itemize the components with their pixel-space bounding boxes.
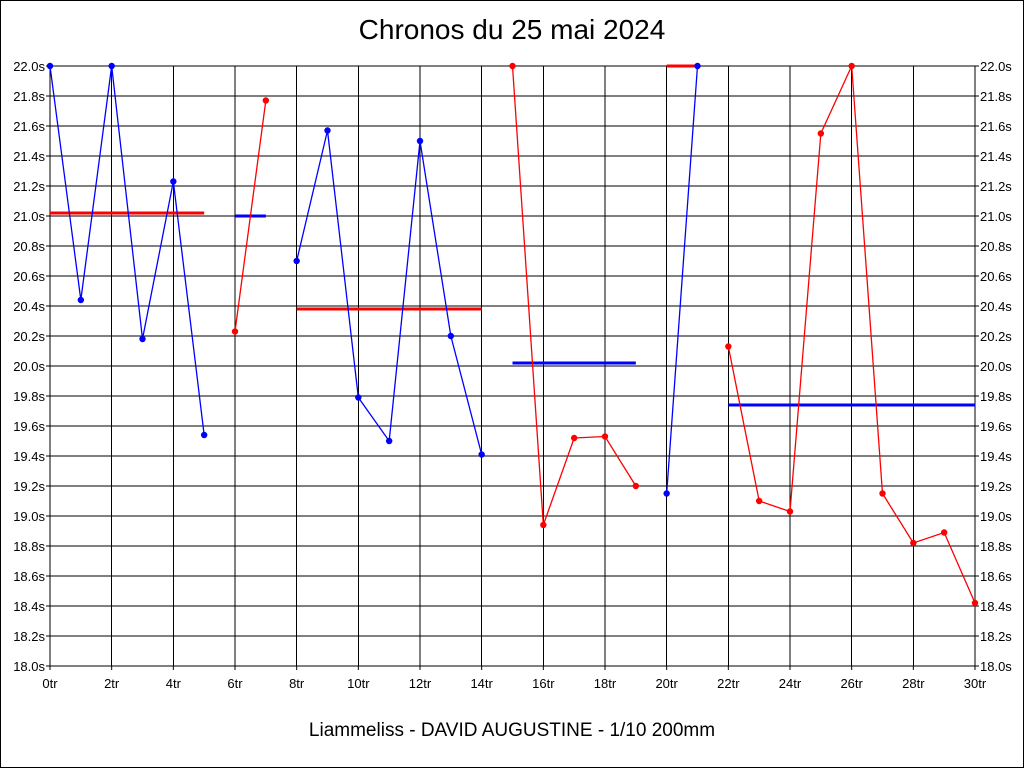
data-point: [231, 328, 239, 335]
x-tick-label: 30tr: [964, 676, 987, 691]
y-tick-label-right: 18.4s: [980, 599, 1012, 614]
y-tick-label-left: 20.6s: [13, 269, 45, 284]
y-tick-label-left: 19.0s: [13, 509, 45, 524]
data-point: [848, 62, 855, 70]
x-tick-label: 4tr: [166, 676, 182, 691]
y-tick-label-right: 19.8s: [980, 389, 1012, 404]
y-tick-label-right: 18.0s: [980, 659, 1012, 674]
x-tick-label: 20tr: [655, 676, 678, 691]
y-tick-label-right: 21.6s: [980, 119, 1012, 134]
x-tick-label: 12tr: [409, 676, 432, 691]
data-point: [632, 482, 640, 490]
data-point: [786, 508, 794, 515]
data-point: [971, 599, 979, 607]
data-point: [416, 137, 424, 145]
series-line: [296, 130, 483, 455]
series-line: [666, 65, 699, 494]
y-tick-label-left: 18.4s: [13, 599, 45, 614]
y-tick-label-left: 21.8s: [13, 89, 45, 104]
y-tick-label-left: 21.6s: [13, 119, 45, 134]
x-tick-label: 18tr: [594, 676, 617, 691]
data-point: [694, 62, 701, 70]
y-tick-label-left: 20.4s: [13, 299, 45, 314]
data-point: [940, 529, 948, 536]
y-tick-label-right: 18.8s: [980, 539, 1012, 554]
x-tick-label: 6tr: [227, 676, 243, 691]
data-point: [509, 62, 516, 70]
y-tick-label-right: 22.0s: [980, 59, 1012, 74]
data-point: [46, 62, 54, 70]
data-point: [139, 335, 146, 343]
y-tick-label-right: 21.8s: [980, 89, 1012, 104]
x-tick-label: 0tr: [42, 676, 58, 691]
x-tick-label: 22tr: [717, 676, 740, 691]
y-tick-label-left: 21.0s: [13, 209, 45, 224]
data-point: [540, 521, 547, 529]
x-tick-label: 26tr: [840, 676, 863, 691]
y-tick-label-right: 19.0s: [980, 509, 1012, 524]
y-tick-label-right: 19.2s: [980, 479, 1012, 494]
data-point: [879, 490, 886, 497]
x-tick-label: 16tr: [532, 676, 555, 691]
x-tick-label: 28tr: [902, 676, 925, 691]
y-tick-label-left: 20.0s: [13, 359, 45, 374]
data-point: [663, 490, 670, 497]
y-tick-label-right: 18.2s: [980, 629, 1012, 644]
data-point: [478, 451, 485, 458]
data-point: [725, 343, 732, 350]
data-point: [601, 433, 609, 440]
y-tick-label-left: 19.6s: [13, 419, 45, 434]
y-tick-label-left: 19.2s: [13, 479, 45, 494]
y-tick-label-right: 20.2s: [980, 329, 1012, 344]
data-point: [170, 178, 177, 185]
data-point: [200, 431, 208, 439]
y-tick-label-left: 18.8s: [13, 539, 45, 554]
data-point: [262, 97, 270, 104]
data-point: [817, 130, 825, 137]
x-tick-label: 14tr: [470, 676, 493, 691]
data-point: [108, 62, 115, 70]
y-tick-label-right: 20.4s: [980, 299, 1012, 314]
chart-title: Chronos du 25 mai 2024: [358, 14, 666, 45]
x-tick-label: 24tr: [779, 676, 802, 691]
y-tick-label-left: 20.2s: [13, 329, 45, 344]
data-point: [910, 539, 917, 547]
data-point: [77, 296, 85, 304]
y-tick-label-right: 19.4s: [980, 449, 1012, 464]
chart-caption: Liammeliss - DAVID AUGUSTINE - 1/10 200m…: [308, 720, 716, 741]
x-tick-label: 8tr: [289, 676, 305, 691]
y-tick-label-right: 20.8s: [980, 239, 1012, 254]
data-point: [293, 257, 300, 265]
y-tick-label-left: 18.2s: [13, 629, 45, 644]
y-tick-label-left: 18.0s: [13, 659, 45, 674]
data-point: [355, 394, 362, 401]
data-point: [570, 434, 578, 442]
data-point: [755, 497, 763, 505]
series-line: [49, 65, 205, 436]
data-point: [447, 332, 455, 340]
y-tick-label-left: 21.4s: [13, 149, 45, 164]
x-tick-label: 2tr: [104, 676, 120, 691]
data-point: [385, 437, 393, 445]
y-tick-label-right: 18.6s: [980, 569, 1012, 584]
series-line: [234, 100, 267, 332]
y-tick-label-right: 21.0s: [980, 209, 1012, 224]
x-tick-label: 10tr: [347, 676, 370, 691]
y-tick-label-left: 19.4s: [13, 449, 45, 464]
y-tick-label-right: 20.0s: [980, 359, 1012, 374]
y-tick-label-right: 20.6s: [980, 269, 1012, 284]
data-point: [324, 127, 331, 134]
y-tick-label-right: 19.6s: [980, 419, 1012, 434]
y-tick-label-left: 22.0s: [13, 59, 45, 74]
y-tick-label-left: 19.8s: [13, 389, 45, 404]
y-tick-label-right: 21.4s: [980, 149, 1012, 164]
y-tick-label-right: 21.2s: [980, 179, 1012, 194]
y-tick-label-left: 21.2s: [13, 179, 45, 194]
y-tick-label-left: 20.8s: [13, 239, 45, 254]
y-tick-label-left: 18.6s: [13, 569, 45, 584]
